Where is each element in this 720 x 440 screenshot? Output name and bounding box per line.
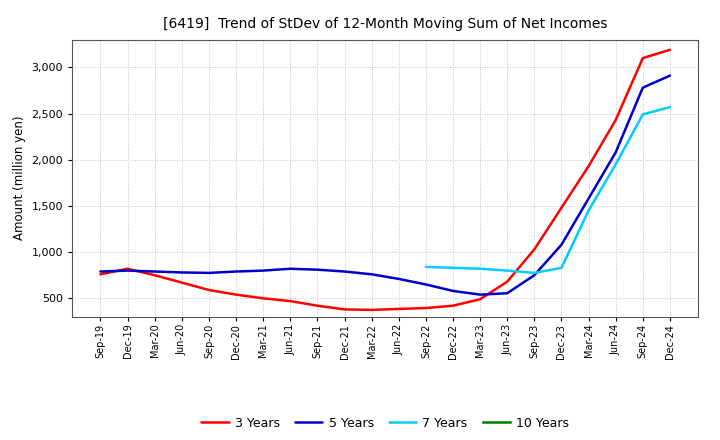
3 Years: [313, 303, 322, 308]
7 Years: [611, 161, 620, 167]
3 Years: [178, 280, 186, 285]
3 Years: [96, 271, 105, 277]
3 Years: [665, 47, 674, 52]
5 Years: [286, 266, 294, 271]
5 Years: [150, 269, 159, 274]
Legend: 3 Years, 5 Years, 7 Years, 10 Years: 3 Years, 5 Years, 7 Years, 10 Years: [196, 412, 575, 435]
3 Years: [530, 247, 539, 252]
7 Years: [449, 265, 457, 271]
3 Years: [584, 164, 593, 169]
3 Years: [341, 307, 349, 312]
5 Years: [178, 270, 186, 275]
5 Years: [665, 73, 674, 78]
3 Years: [476, 297, 485, 302]
7 Years: [665, 104, 674, 110]
5 Years: [611, 150, 620, 155]
Line: 5 Years: 5 Years: [101, 76, 670, 295]
5 Years: [367, 271, 376, 277]
5 Years: [449, 288, 457, 293]
3 Years: [557, 205, 566, 210]
5 Years: [341, 269, 349, 274]
5 Years: [421, 282, 430, 287]
3 Years: [395, 306, 403, 312]
5 Years: [503, 290, 511, 296]
7 Years: [476, 266, 485, 271]
3 Years: [367, 307, 376, 312]
3 Years: [421, 305, 430, 311]
7 Years: [530, 270, 539, 275]
5 Years: [395, 276, 403, 282]
5 Years: [204, 270, 213, 275]
5 Years: [557, 242, 566, 247]
3 Years: [611, 117, 620, 123]
Y-axis label: Amount (million yen): Amount (million yen): [13, 116, 26, 240]
3 Years: [123, 266, 132, 271]
7 Years: [557, 265, 566, 271]
5 Years: [584, 196, 593, 201]
Line: 3 Years: 3 Years: [101, 50, 670, 310]
7 Years: [584, 208, 593, 213]
3 Years: [232, 292, 240, 297]
7 Years: [639, 112, 647, 117]
3 Years: [503, 279, 511, 284]
5 Years: [639, 85, 647, 90]
5 Years: [313, 267, 322, 272]
3 Years: [259, 296, 268, 301]
5 Years: [96, 269, 105, 274]
Title: [6419]  Trend of StDev of 12-Month Moving Sum of Net Incomes: [6419] Trend of StDev of 12-Month Moving…: [163, 18, 608, 32]
5 Years: [259, 268, 268, 273]
5 Years: [530, 272, 539, 278]
5 Years: [232, 269, 240, 274]
7 Years: [503, 268, 511, 273]
3 Years: [286, 298, 294, 304]
3 Years: [150, 272, 159, 278]
7 Years: [421, 264, 430, 270]
3 Years: [449, 303, 457, 308]
Line: 7 Years: 7 Years: [426, 107, 670, 273]
3 Years: [204, 287, 213, 293]
5 Years: [123, 268, 132, 273]
5 Years: [476, 292, 485, 297]
3 Years: [639, 55, 647, 61]
